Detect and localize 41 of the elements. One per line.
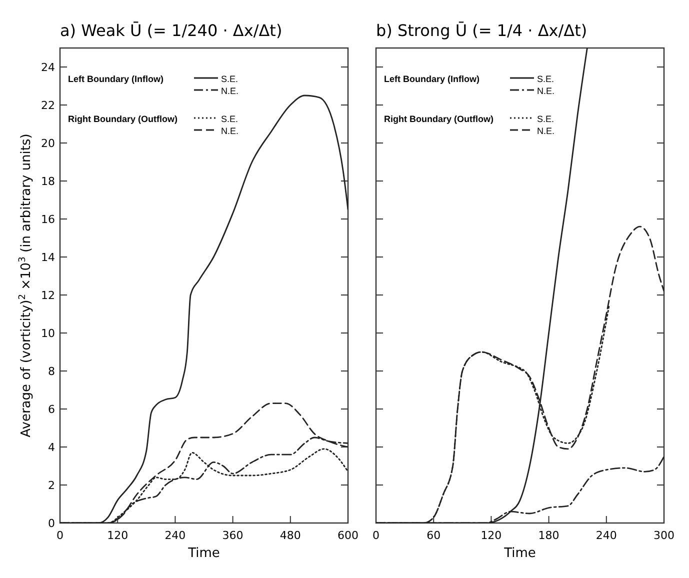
- chart-title: a) Weak Ū (= 1/240 · Δx/Δt): [60, 21, 282, 40]
- y-tick-label: 20: [41, 137, 55, 150]
- y-tick-label: 16: [41, 213, 55, 226]
- annotation: Right Boundary (Outflow): [384, 114, 494, 124]
- y-tick-label: 4: [48, 441, 55, 454]
- x-tick-label: 600: [338, 529, 358, 542]
- annotation: Right Boundary (Outflow): [68, 114, 178, 124]
- y-tick-label: 14: [41, 251, 55, 264]
- annotation: Left Boundary (Inflow): [68, 74, 164, 84]
- y-tick-label: 22: [41, 99, 55, 112]
- x-tick-label: 480: [280, 529, 301, 542]
- legend-label: N.E.: [221, 86, 239, 96]
- x-tick-label: 180: [538, 529, 560, 542]
- legend-label: S.E.: [221, 74, 238, 84]
- x-tick-label: 240: [596, 529, 617, 542]
- x-tick-label: 120: [107, 529, 128, 542]
- legend-label: N.E.: [537, 86, 555, 96]
- y-tick-label: 8: [48, 365, 55, 378]
- y-tick-label: 6: [48, 403, 55, 416]
- legend-label: S.E.: [537, 114, 554, 124]
- y-tick-label: 10: [41, 327, 55, 340]
- legend-label: S.E.: [537, 74, 554, 84]
- x-axis-title: Time: [503, 546, 536, 561]
- x-tick-label: 300: [654, 529, 674, 542]
- x-axis-title: Time: [187, 546, 220, 561]
- y-tick-label: 12: [41, 289, 55, 302]
- x-tick-label: 0: [372, 529, 380, 542]
- y-tick-label: 0: [48, 517, 55, 530]
- x-tick-label: 240: [164, 529, 186, 542]
- legend-label: N.E.: [537, 126, 555, 136]
- y-tick-label: 24: [41, 61, 55, 74]
- y-tick-label: 2: [48, 479, 55, 492]
- x-tick-label: 0: [56, 529, 64, 542]
- x-tick-label: 60: [426, 529, 441, 542]
- y-tick-label: 18: [41, 175, 55, 188]
- legend-label: S.E.: [221, 114, 238, 124]
- x-tick-label: 120: [480, 529, 502, 542]
- chart-title: b) Strong Ū (= 1/4 · Δx/Δt): [376, 21, 588, 40]
- legend-label: N.E.: [221, 126, 239, 136]
- x-tick-label: 360: [222, 529, 244, 542]
- annotation: Left Boundary (Inflow): [384, 74, 480, 84]
